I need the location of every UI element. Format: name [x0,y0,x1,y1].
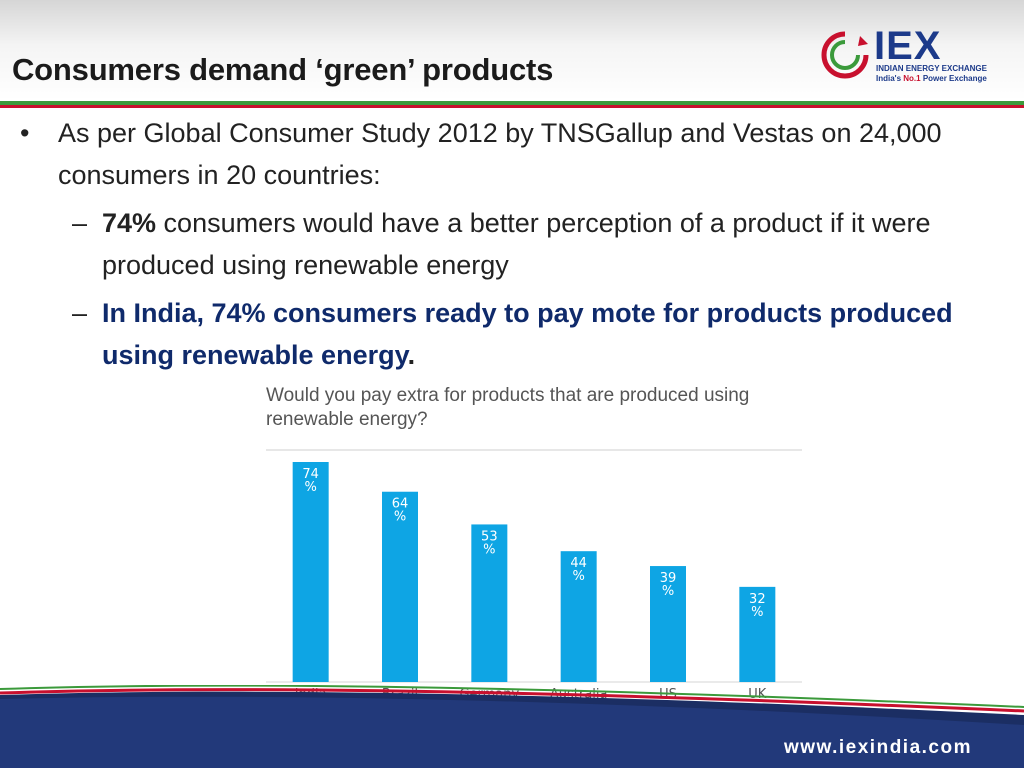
bar-value-label-line: 74 [302,467,319,482]
iex-logo: IEX INDIAN ENERGY EXCHANGE India's No.1 … [820,24,987,86]
sub-bullet-marker: – [72,208,88,238]
bar-value-label: 53% [481,529,498,557]
bar-value-label-line: 32 [749,592,766,607]
footer-url[interactable]: www.iexindia.com [783,737,972,758]
bar-value-label-line: % [662,584,674,599]
sub-bullet-rest: consumers would have a better perception… [102,208,931,280]
bar-australia [560,551,597,682]
bar-value-label-line: % [483,542,495,557]
logo-tagline-highlight: No.1 [903,74,921,83]
bar-value-label-line: % [751,605,763,620]
bar-value-label-line: % [394,510,406,525]
header-rule-green [0,101,1024,105]
bar-value-label-line: 64 [392,497,409,512]
slide-title: Consumers demand ‘green’ products [12,52,554,87]
bar-value-label: 32% [749,592,766,620]
sub-bullet-text: In India, 74% consumers ready to pay mot… [102,292,1012,376]
bar-uk [739,586,776,682]
logo-wordmark: IEX [874,24,942,68]
chart-canvas: 74%India64%Brazil53%Germany44%Australia3… [266,449,802,702]
bar-india [292,462,329,682]
chart-title: Would you pay extra for products that ar… [266,385,750,430]
header-rule-red [0,105,1024,108]
bar-value-label: 39% [660,571,677,599]
sub-bullet-bold: 74% [102,208,157,238]
logo-swirl-icon [821,31,869,79]
bar-value-label-line: % [572,569,584,584]
x-tick-label: UK [748,687,767,702]
logo-tagline-suffix: Power Exchange [920,74,987,83]
bar-germany [471,524,508,682]
sub-bullet-text: 74% consumers would have a better percep… [102,202,1012,286]
bar-value-label: 74% [302,467,319,495]
logo-tagline-prefix: India's [876,74,904,83]
bullet-marker: • [20,118,30,148]
sub-bullet-period: . [407,340,416,370]
header-band [0,0,1024,100]
sub-bullet-marker: – [72,298,88,328]
bar-value-label-line: % [304,480,316,495]
bar-value-label-line: 39 [660,571,677,586]
bar-value-label: 64% [392,497,409,525]
sub-bullet-highlight: In India, 74% consumers ready to pay mot… [102,298,953,370]
bar-value-label-line: 53 [481,529,498,544]
bar-value-label: 44% [570,556,587,584]
bar-us [650,566,686,682]
bar-value-label-line: 44 [570,556,587,571]
bar-brazil [382,491,418,682]
footer-wave [0,685,1024,768]
logo-tagline: India's No.1 Power Exchange [876,74,987,83]
bar-chart: 74%India64%Brazil53%Germany44%Australia3… [262,384,806,708]
bullet-text: As per Global Consumer Study 2012 by TNS… [58,118,942,190]
logo-subtitle: INDIAN ENERGY EXCHANGE [876,64,987,73]
